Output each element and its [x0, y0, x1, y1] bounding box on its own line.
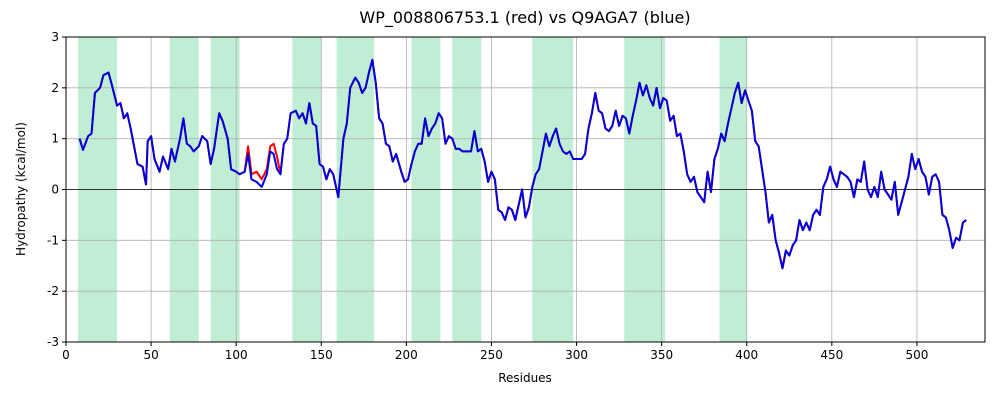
x-tick-label: 200 — [395, 348, 418, 362]
x-tick-label: 150 — [310, 348, 333, 362]
y-tick-label: 2 — [51, 81, 59, 95]
y-axis-label: Hydropathy (kcal/mol) — [14, 122, 28, 256]
plot-frame — [65, 36, 986, 343]
x-tick-label: 350 — [650, 348, 673, 362]
x-tick-label: 400 — [735, 348, 758, 362]
x-tick-label: 100 — [225, 348, 248, 362]
y-tick-label: -1 — [47, 233, 59, 247]
chart-title: WP_008806753.1 (red) vs Q9AGA7 (blue) — [359, 8, 690, 28]
y-tick-label: 0 — [51, 183, 59, 197]
x-tick-label: 0 — [62, 348, 70, 362]
y-tick-label: 1 — [51, 132, 59, 146]
y-tick-label: 3 — [51, 30, 59, 44]
x-tick-label: 300 — [565, 348, 588, 362]
y-tick-label: -3 — [47, 335, 59, 349]
x-tick-label: 250 — [480, 348, 503, 362]
x-tick-label: 450 — [820, 348, 843, 362]
series-line — [78, 58, 967, 270]
x-tick-label: 500 — [905, 348, 928, 362]
x-tick-label: 50 — [143, 348, 158, 362]
x-axis-label: Residues — [498, 371, 552, 385]
y-tick-label: -2 — [47, 284, 59, 298]
